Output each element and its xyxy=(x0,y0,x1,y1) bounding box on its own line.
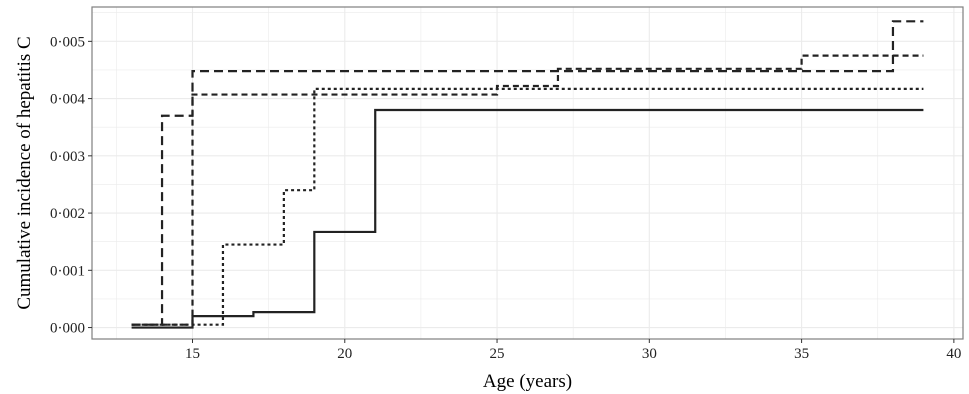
y-axis-title: Cumulative incidence of hepatitis C xyxy=(14,36,35,309)
y-tick-label: 0·004 xyxy=(50,92,85,108)
axes: 15 20 25 30 35 40 0·000 0·001 0·002 0·003 0·004 0·0… xyxy=(50,34,961,362)
y-tick-label: 0·005 xyxy=(50,34,85,50)
series-line-2 xyxy=(131,87,924,326)
x-tick-label: 25 xyxy=(490,346,505,362)
series-lines xyxy=(131,20,924,329)
x-tick-label: 35 xyxy=(794,346,809,362)
y-tick-label: 0·000 xyxy=(50,321,85,337)
series-line-4 xyxy=(131,54,924,326)
x-tick-label: 15 xyxy=(185,346,200,362)
x-tick-label: 30 xyxy=(642,346,657,362)
y-tick-label: 0·001 xyxy=(50,263,85,279)
y-tick-label: 0·002 xyxy=(50,206,85,222)
series-line-3 xyxy=(131,20,924,326)
plot-panel-border xyxy=(91,6,964,340)
series-line-1 xyxy=(131,108,924,329)
x-axis-title: Age (years) xyxy=(483,371,572,392)
x-tick-label: 20 xyxy=(337,346,352,362)
x-tick-label: 40 xyxy=(946,346,961,362)
y-tick-label: 0·003 xyxy=(50,149,85,165)
